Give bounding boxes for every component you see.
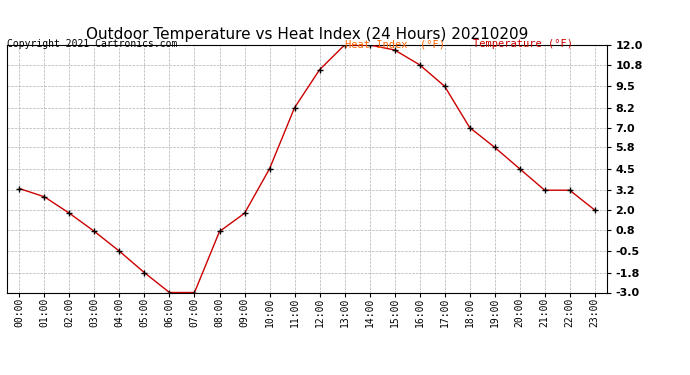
Text: Temperature (°F): Temperature (°F) <box>473 39 573 50</box>
Title: Outdoor Temperature vs Heat Index (24 Hours) 20210209: Outdoor Temperature vs Heat Index (24 Ho… <box>86 27 529 42</box>
Text: Heat Index  (°F): Heat Index (°F) <box>345 39 445 50</box>
Text: Copyright 2021 Cartronics.com: Copyright 2021 Cartronics.com <box>7 39 177 50</box>
